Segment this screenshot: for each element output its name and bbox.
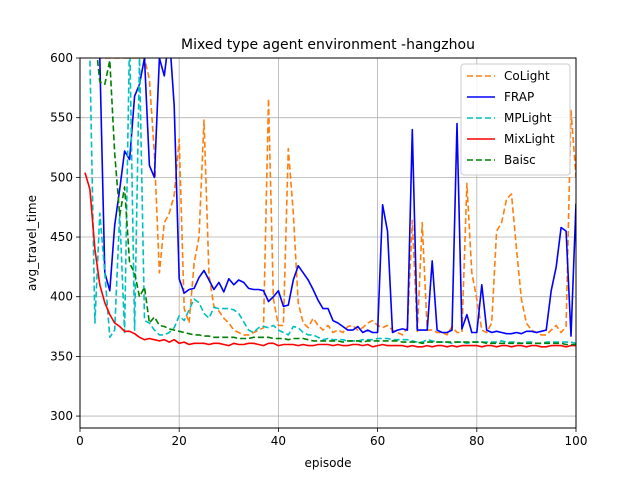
y-tick-label: 450 (50, 230, 73, 244)
legend-label-frap: FRAP (504, 90, 534, 104)
series-line-mixlight (84, 172, 576, 348)
x-tick-label: 0 (76, 434, 84, 448)
x-tick-label: 100 (565, 434, 588, 448)
y-tick-label: 600 (50, 51, 73, 65)
x-tick-label: 20 (172, 434, 187, 448)
series-layer (84, 58, 576, 348)
legend-box (460, 63, 571, 176)
x-tick-label: 80 (469, 434, 484, 448)
y-tick-label: 350 (50, 349, 73, 363)
series-line-mplight (89, 58, 576, 345)
chart-title: Mixed type agent environment -hangzhou (181, 37, 475, 53)
y-tick-label: 550 (50, 111, 73, 125)
x-tick-label: 40 (271, 434, 286, 448)
legend: CoLight FRAP MPLight MixLight Baisc (460, 63, 571, 176)
series-line-frap (98, 58, 576, 337)
y-tick-label: 500 (50, 170, 73, 184)
legend-label-colight: CoLight (504, 69, 550, 83)
x-axis-label: episode (305, 456, 352, 470)
legend-label-mixlight: MixLight (504, 132, 555, 146)
legend-label-baisc: Baisc (504, 153, 536, 167)
y-tick-label: 400 (50, 290, 73, 304)
series-line-baisc (96, 58, 576, 346)
plot-frame (79, 57, 577, 429)
y-tick-label: 300 (50, 409, 73, 423)
y-axis-label: avg_travel_time (25, 195, 39, 291)
series-line-colight (98, 58, 576, 336)
legend-label-mplight: MPLight (504, 111, 552, 125)
x-tick-label: 60 (370, 434, 385, 448)
axis-ticks: 0 20 40 60 80 100 300 350 400 450 500 550 600 (50, 51, 587, 448)
grid (79, 57, 577, 428)
